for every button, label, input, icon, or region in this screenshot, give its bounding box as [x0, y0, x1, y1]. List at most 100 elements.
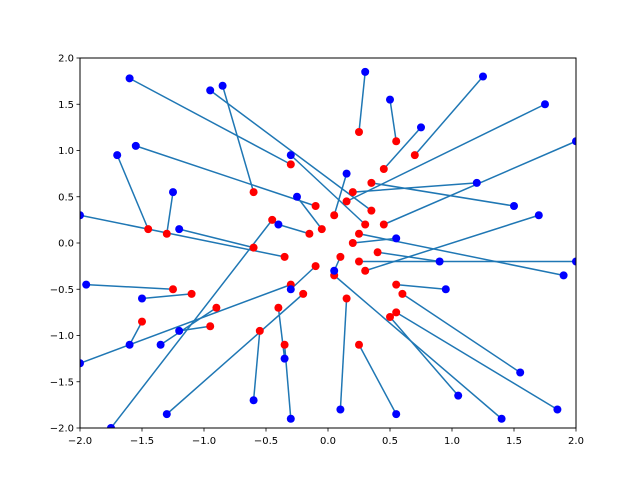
segment-line	[333, 274, 503, 420]
start-point	[379, 220, 388, 229]
segment-line	[290, 154, 366, 226]
end-point	[80, 359, 84, 368]
end-point	[286, 285, 295, 294]
segment-line	[135, 145, 316, 207]
end-point	[218, 81, 227, 90]
start-point	[280, 252, 289, 261]
end-point	[175, 326, 184, 335]
end-point	[572, 257, 576, 266]
start-point	[392, 308, 401, 317]
end-point	[342, 169, 351, 178]
end-point	[386, 95, 394, 104]
end-point	[125, 340, 134, 349]
start-point	[386, 313, 394, 321]
start-point	[311, 262, 320, 271]
start-point	[280, 340, 289, 349]
segment-line	[396, 283, 446, 290]
start-point	[299, 289, 308, 298]
start-point	[249, 188, 258, 197]
start-point	[162, 229, 171, 238]
end-point	[534, 211, 543, 220]
end-point	[280, 354, 289, 363]
end-point	[175, 225, 184, 234]
start-point	[367, 178, 376, 187]
end-point	[553, 405, 562, 414]
segment-line	[160, 307, 217, 346]
end-point	[361, 67, 370, 76]
segment-line	[278, 223, 310, 235]
start-point	[336, 252, 345, 261]
end-point	[559, 271, 568, 280]
start-point	[268, 215, 277, 224]
start-point	[355, 340, 363, 349]
start-point	[342, 197, 351, 206]
end-point	[435, 257, 444, 266]
end-point	[125, 74, 134, 83]
segment-line	[141, 293, 192, 300]
segment-line	[290, 265, 317, 290]
start-point	[286, 160, 295, 169]
start-point	[361, 266, 370, 275]
end-point	[286, 414, 295, 423]
plot-area	[80, 67, 576, 428]
y-tick-label: 1.5	[58, 100, 74, 111]
start-point	[144, 225, 153, 234]
end-point	[156, 340, 165, 349]
start-point	[410, 151, 419, 160]
start-point	[138, 317, 146, 326]
y-tick-label: 0.0	[58, 239, 74, 250]
segment-line	[333, 173, 348, 216]
segment-line	[252, 330, 261, 401]
segment-line	[401, 293, 521, 374]
end-point	[572, 137, 576, 146]
start-point	[274, 303, 283, 312]
end-point	[169, 188, 177, 197]
end-point	[454, 391, 463, 400]
end-point-layer	[80, 67, 576, 428]
segment-line	[179, 228, 254, 249]
end-point	[82, 280, 91, 289]
segment-line	[364, 214, 540, 272]
start-point	[206, 322, 215, 331]
segment-line	[395, 311, 558, 411]
start-point	[355, 229, 363, 238]
segment-line	[80, 283, 292, 364]
y-tick-label: −1.5	[50, 377, 74, 388]
start-point	[249, 243, 258, 252]
segment-line	[166, 192, 174, 234]
end-point	[138, 294, 146, 303]
y-tick-label: −2.0	[50, 424, 74, 435]
start-point	[361, 220, 370, 229]
segment-line	[389, 99, 397, 142]
start-point	[342, 294, 351, 303]
start-point	[373, 248, 382, 257]
end-point	[249, 396, 258, 405]
y-tick-label: 2.0	[58, 54, 74, 65]
end-point	[107, 424, 115, 428]
segment-line	[346, 103, 546, 203]
end-point	[293, 192, 301, 201]
segment-line	[358, 71, 366, 133]
segment-line	[371, 182, 515, 207]
start-point	[398, 289, 407, 298]
end-point	[330, 266, 339, 275]
end-point	[392, 234, 401, 243]
x-tick-label: 1.0	[444, 436, 460, 447]
segment-line	[383, 126, 422, 170]
segment-line	[179, 325, 211, 332]
x-tick-label: −0.5	[254, 436, 278, 447]
end-point	[336, 405, 345, 414]
end-point	[510, 202, 518, 210]
x-tick-label: 0.0	[320, 436, 336, 447]
start-point	[169, 285, 177, 294]
end-point	[131, 141, 140, 150]
segment-line	[339, 298, 348, 410]
y-tick-label: −1.0	[50, 331, 74, 342]
start-point	[379, 165, 388, 173]
y-tick-label: 1.0	[58, 146, 74, 157]
segment-line	[358, 344, 397, 415]
end-point	[541, 100, 549, 109]
segment-line	[86, 283, 174, 290]
x-tick-label: 2.0	[568, 436, 584, 447]
